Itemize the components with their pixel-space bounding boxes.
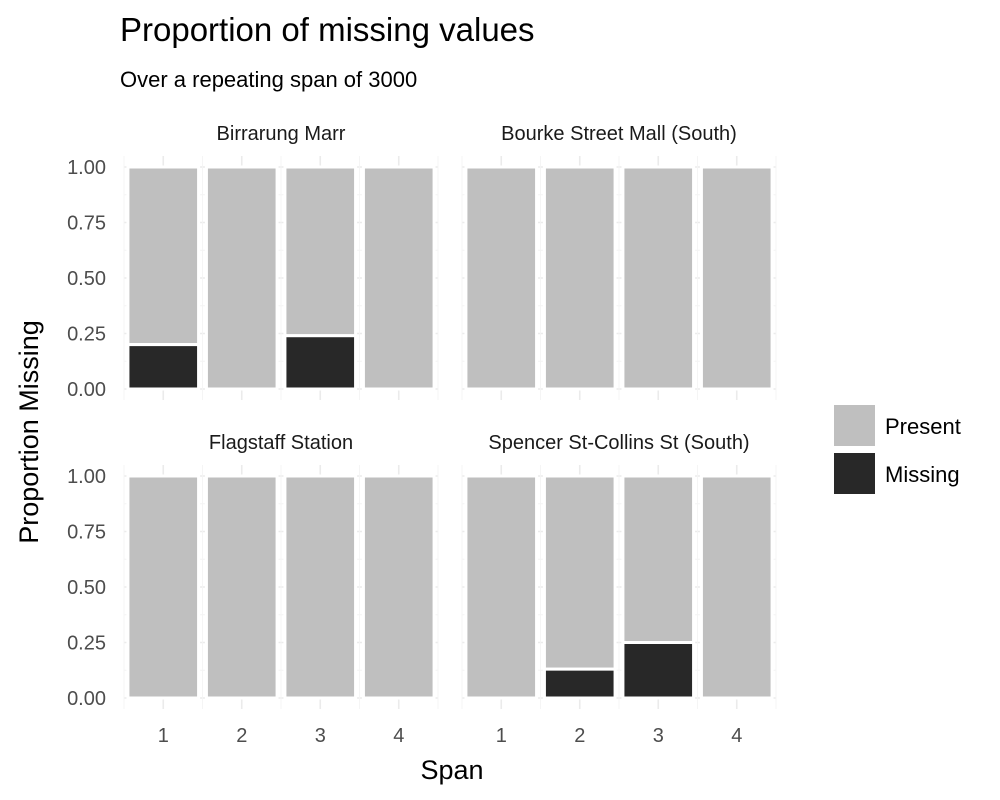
bar-present-span-2 <box>204 474 279 700</box>
y-tick-label: 0.75 <box>67 213 106 235</box>
legend-label: Missing <box>885 462 960 487</box>
bar-present-span-3 <box>283 165 358 338</box>
legend: Present Missing <box>834 405 961 494</box>
bar-present-span-4 <box>361 165 436 391</box>
y-tick-label: 0.00 <box>67 379 106 401</box>
x-tick-label: 3 <box>315 725 326 747</box>
legend-item-present: Present <box>834 405 961 446</box>
y-axis-title: Proportion Missing <box>14 320 44 544</box>
bar-present-span-2 <box>542 165 617 391</box>
bar-present-span-2 <box>542 474 617 671</box>
x-tick-label: 1 <box>158 725 169 747</box>
facet-panel-spencer-st-collins-st-south: Spencer St-Collins St (South) 1 2 3 4 <box>461 432 777 747</box>
bar-missing-span-1 <box>126 343 201 391</box>
bar-present-span-1 <box>464 165 539 391</box>
facet-panel-bourke-street-mall-south: Bourke Street Mall (South) <box>461 123 777 400</box>
x-tick-label: 4 <box>731 725 742 747</box>
bar-missing-span-3 <box>621 641 696 700</box>
x-tick-label: 2 <box>236 725 247 747</box>
y-tick-label: 0.25 <box>67 633 106 655</box>
legend-item-missing: Missing <box>834 453 960 494</box>
facet-strip-label: Flagstaff Station <box>209 432 353 454</box>
chart-subtitle: Over a repeating span of 3000 <box>120 67 417 92</box>
y-tick-label: 0.50 <box>67 268 106 290</box>
facet-strip-label: Spencer St-Collins St (South) <box>488 432 749 454</box>
bar-present-span-4 <box>699 165 774 391</box>
bar-present-span-3 <box>621 165 696 391</box>
y-tick-label: 1.00 <box>67 466 106 488</box>
legend-label: Present <box>885 414 961 439</box>
bar-present-span-1 <box>126 474 201 700</box>
facet-strip-label: Birrarung Marr <box>217 123 346 145</box>
bar-present-span-1 <box>126 165 201 347</box>
y-tick-label: 1.00 <box>67 157 106 179</box>
x-tick-label: 3 <box>653 725 664 747</box>
y-tick-label: 0.25 <box>67 324 106 346</box>
y-tick-label: 0.50 <box>67 577 106 599</box>
bar-present-span-3 <box>621 474 696 644</box>
x-axis-title: Span <box>420 755 483 785</box>
y-tick-label: 0.00 <box>67 688 106 710</box>
facet-panels: Birrarung Marr 0.00 0.25 0.50 0.75 1.00 Bourke… <box>67 123 777 747</box>
x-tick-label: 4 <box>393 725 404 747</box>
bar-missing-span-2 <box>542 667 617 700</box>
bar-missing-span-3 <box>283 334 358 391</box>
facet-panel-birrarung-marr: Birrarung Marr 0.00 0.25 0.50 0.75 1.00 <box>67 123 439 401</box>
bar-present-span-4 <box>699 474 774 700</box>
legend-key-swatch <box>834 453 875 494</box>
bar-present-span-1 <box>464 474 539 700</box>
facet-strip-label: Bourke Street Mall (South) <box>501 123 737 145</box>
chart-title: Proportion of missing values <box>120 11 535 48</box>
y-tick-label: 0.75 <box>67 522 106 544</box>
bar-present-span-2 <box>204 165 279 391</box>
x-tick-label: 1 <box>496 725 507 747</box>
bar-present-span-3 <box>283 474 358 700</box>
facet-panel-flagstaff-station: Flagstaff Station 0.00 0.25 0.50 0.75 1.00 1 2 3… <box>67 432 439 747</box>
bar-present-span-4 <box>361 474 436 700</box>
legend-key-swatch <box>834 405 875 446</box>
x-tick-label: 2 <box>574 725 585 747</box>
